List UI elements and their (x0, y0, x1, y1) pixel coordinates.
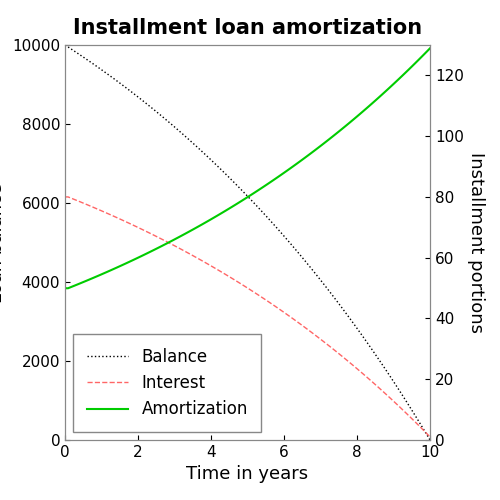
Title: Installment loan amortization: Installment loan amortization (73, 18, 422, 38)
Legend: Balance, Interest, Amortization: Balance, Interest, Amortization (74, 334, 262, 432)
X-axis label: Time in years: Time in years (186, 466, 308, 483)
Y-axis label: Installment portions: Installment portions (466, 152, 484, 333)
Y-axis label: Loan balance: Loan balance (0, 182, 6, 302)
